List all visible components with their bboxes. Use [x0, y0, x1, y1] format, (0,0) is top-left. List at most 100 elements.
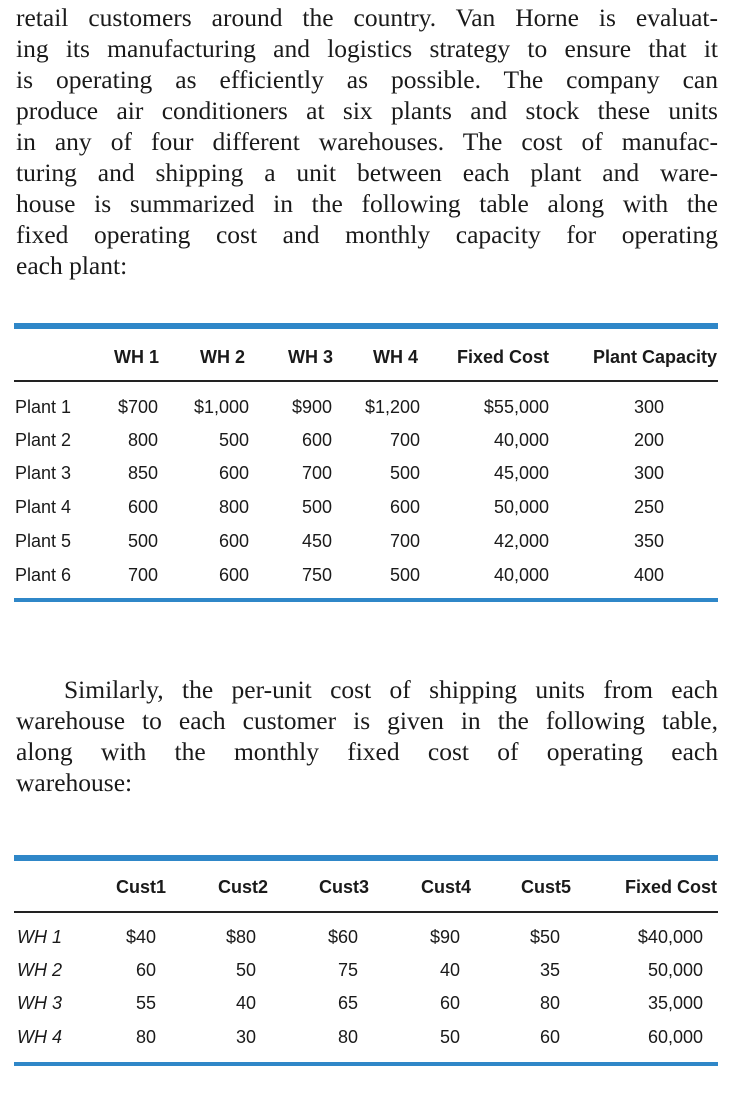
table-cell: 60	[135, 960, 156, 980]
table-cell: 42,000	[493, 531, 549, 551]
table-cell: 700	[389, 430, 420, 450]
table-cell: 700	[389, 531, 420, 551]
table-cell: 500	[218, 430, 249, 450]
column-header: WH 3	[288, 347, 333, 367]
table-cell: 600	[218, 565, 249, 585]
table-cell: 60	[539, 1027, 560, 1047]
table-cell: 35,000	[647, 993, 703, 1013]
table-cell: 75	[337, 960, 358, 980]
text-line: is operating as efficiently as possible.…	[16, 65, 718, 94]
column-header: Cust5	[520, 877, 571, 897]
text-line: warehouse to each customer is given in t…	[16, 706, 718, 735]
text-line: turing and shipping a unit between each …	[16, 158, 718, 187]
column-header: WH 4	[373, 347, 418, 367]
table-cell: 200	[633, 430, 664, 450]
table-cell: 50,000	[493, 497, 549, 517]
table-cell: 80	[539, 993, 560, 1013]
table-cell: $1,000	[193, 397, 249, 417]
table-cell: 40,000	[493, 565, 549, 585]
table-cell: $50	[529, 927, 560, 947]
table-cell: 50,000	[647, 960, 703, 980]
table-cell: 500	[389, 463, 420, 483]
row-label: WH 1	[17, 927, 62, 947]
text-line: house is summarized in the following tab…	[16, 189, 718, 218]
table-cell: $80	[225, 927, 256, 947]
column-header: Fixed Cost	[624, 877, 717, 897]
row-label: Plant 6	[15, 565, 72, 585]
table-cell: 45,000	[493, 463, 549, 483]
table-cell: $55,000	[483, 397, 549, 417]
table-cell: 300	[633, 463, 664, 483]
table-cell: 600	[218, 531, 249, 551]
row-label: Plant 1	[15, 397, 72, 417]
table-cell: $60	[327, 927, 358, 947]
column-header: Fixed Cost	[456, 347, 549, 367]
table-cell: 800	[127, 430, 158, 450]
text-line: warehouse:	[16, 768, 133, 797]
table-bottom-rule	[14, 598, 718, 602]
table-cell: $90	[429, 927, 460, 947]
table-cell: 600	[301, 430, 332, 450]
row-label: WH 4	[17, 1027, 62, 1047]
table-cell: 400	[633, 565, 664, 585]
table-cell: 80	[135, 1027, 156, 1047]
table-cell: 40	[439, 960, 460, 980]
table-cell: 850	[127, 463, 158, 483]
table-cell: 500	[127, 531, 158, 551]
column-header: Plant Capacity	[592, 347, 717, 367]
table-cell: 80	[337, 1027, 358, 1047]
column-header: Cust3	[318, 877, 369, 897]
table-cell: 60,000	[647, 1027, 703, 1047]
table-cell: $1,200	[364, 397, 420, 417]
row-label: Plant 3	[15, 463, 72, 483]
table-cell: 500	[389, 565, 420, 585]
text-line: Similarly, the per-unit cost of shipping…	[64, 675, 718, 704]
table-cell: 35	[539, 960, 560, 980]
table-cell: 55	[135, 993, 156, 1013]
column-header: WH 1	[114, 347, 159, 367]
text-line: ing its manufacturing and logistics stra…	[16, 34, 718, 63]
table-cell: 450	[301, 531, 332, 551]
table-cell: 50	[439, 1027, 460, 1047]
table-cell: 65	[337, 993, 358, 1013]
table-cell: 30	[235, 1027, 256, 1047]
table-top-rule	[14, 855, 718, 861]
text-line: in any of four different warehouses. The…	[16, 127, 718, 156]
table-cell: 50	[235, 960, 256, 980]
column-header: Cust1	[115, 877, 166, 897]
table-cell: 800	[218, 497, 249, 517]
row-label: Plant 2	[15, 430, 72, 450]
table-cell: $700	[117, 397, 158, 417]
table-cell: 750	[301, 565, 332, 585]
text-line: each plant:	[16, 251, 128, 280]
table-cell: 40	[235, 993, 256, 1013]
table-cell: $40,000	[637, 927, 703, 947]
row-label: WH 3	[17, 993, 62, 1013]
table-cell: $900	[291, 397, 332, 417]
table-cell: 700	[127, 565, 158, 585]
table-cell: 600	[389, 497, 420, 517]
row-label: Plant 4	[15, 497, 72, 517]
table-top-rule	[14, 323, 718, 329]
intro-paragraph: retail customers around the country. Van…	[16, 2, 718, 281]
table-cell: 600	[218, 463, 249, 483]
table-cell: 40,000	[493, 430, 549, 450]
table-bottom-rule	[14, 1062, 718, 1066]
table-cell: 700	[301, 463, 332, 483]
row-label: WH 2	[17, 960, 62, 980]
table-header-rule	[14, 911, 718, 913]
text-line: along with the monthly fixed cost of ope…	[16, 737, 718, 766]
column-header: Cust2	[217, 877, 268, 897]
text-line: retail customers around the country. Van…	[16, 3, 718, 32]
table-header-rule	[14, 380, 718, 382]
column-header: WH 2	[200, 347, 245, 367]
table-cell: 350	[633, 531, 664, 551]
text-line: produce air conditioners at six plants a…	[16, 96, 718, 125]
table-cell: 250	[633, 497, 664, 517]
second-paragraph: Similarly, the per-unit cost of shipping…	[16, 674, 718, 798]
text-line: fixed operating cost and monthly capacit…	[16, 220, 718, 249]
column-header: Cust4	[420, 877, 471, 897]
table-cell: 500	[301, 497, 332, 517]
table-cell: 600	[127, 497, 158, 517]
table-cell: 60	[439, 993, 460, 1013]
